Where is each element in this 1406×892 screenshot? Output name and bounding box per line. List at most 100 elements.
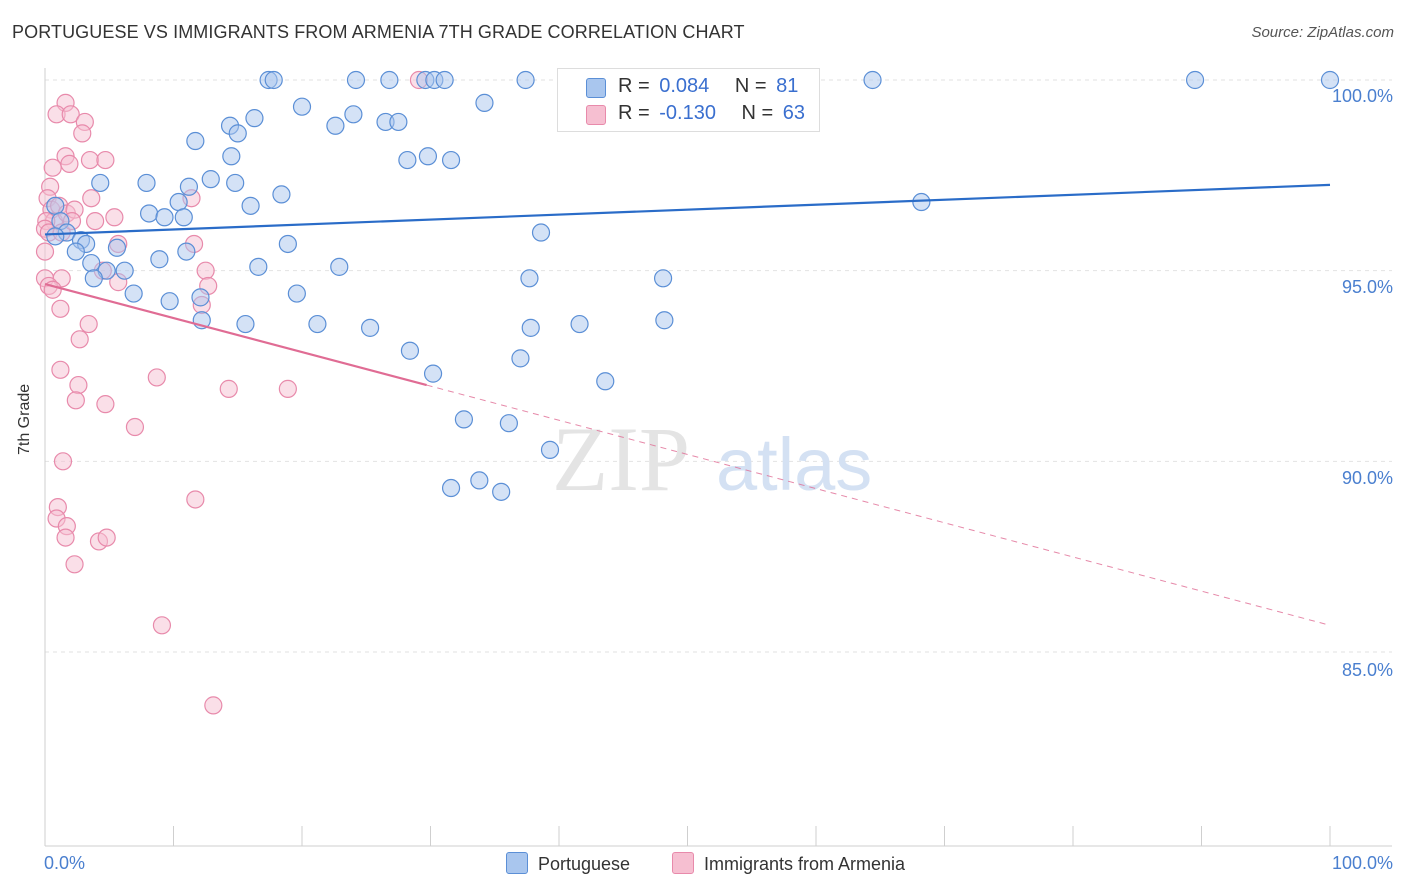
armenia-point xyxy=(51,299,70,318)
r-label: R = xyxy=(618,75,650,97)
portuguese-point xyxy=(115,261,134,280)
grid-lines xyxy=(45,79,1392,653)
portuguese-point xyxy=(400,341,420,360)
armenia-point xyxy=(152,616,172,635)
armenia-point xyxy=(105,208,124,227)
portuguese-point xyxy=(308,314,327,334)
armenia-point xyxy=(79,314,98,334)
portuguese-point xyxy=(272,185,291,204)
trend-lines xyxy=(44,183,1331,626)
portuguese-point xyxy=(1185,70,1205,90)
armenia-point xyxy=(61,105,80,124)
portuguese-point xyxy=(46,196,65,215)
bottom-legend-portuguese: Portuguese xyxy=(506,852,630,875)
chart-title: PORTUGUESE VS IMMIGRANTS FROM ARMENIA 7T… xyxy=(12,22,745,42)
n-label: N = xyxy=(741,102,774,124)
n-label: N = xyxy=(734,75,767,97)
portuguese-point xyxy=(139,204,159,223)
portuguese-point xyxy=(361,318,380,337)
portuguese-point xyxy=(655,311,674,330)
portuguese-point xyxy=(107,238,127,257)
armenia-point xyxy=(96,395,115,414)
legend-swatch-armenia xyxy=(672,852,694,874)
legend-swatch-portuguese xyxy=(586,78,606,98)
portuguese-point xyxy=(179,177,199,196)
armenia-point xyxy=(53,452,73,471)
armenia-point xyxy=(56,528,75,547)
portuguese-point xyxy=(596,372,615,391)
armenia-point xyxy=(65,555,84,574)
y-tick-85: 85.0% xyxy=(1341,660,1393,680)
portuguese-point xyxy=(540,440,560,459)
portuguese-point xyxy=(236,314,255,334)
portuguese-point xyxy=(228,124,247,143)
portuguese-point xyxy=(191,288,210,307)
armenia-point xyxy=(35,242,55,261)
armenia-point xyxy=(278,379,297,398)
y-tick-95: 95.0% xyxy=(1341,277,1393,297)
portuguese-point xyxy=(245,109,264,128)
armenia-point xyxy=(66,391,85,410)
portuguese-point xyxy=(912,192,931,212)
portuguese-point xyxy=(249,257,268,276)
bottom-legend-armenia: Immigrants from Armenia xyxy=(672,852,905,875)
legend-stats: R = 0.084 N = 81 xyxy=(618,75,798,98)
watermark-atlas: atlas xyxy=(716,423,872,506)
portuguese-point xyxy=(177,242,196,261)
portuguese-point xyxy=(169,192,188,212)
legend-label-portuguese: Portuguese xyxy=(538,854,631,874)
armenia-point xyxy=(51,360,70,379)
portuguese-point xyxy=(82,253,101,273)
portuguese-point xyxy=(475,93,494,112)
portuguese-point xyxy=(516,70,535,90)
armenia-point xyxy=(60,154,79,173)
portuguese-point xyxy=(1320,70,1340,90)
portuguese-point xyxy=(653,269,673,288)
portuguese-point xyxy=(499,414,518,433)
armenia-trend-line-dashed xyxy=(426,384,1331,626)
portuguese-point xyxy=(222,147,241,166)
portuguese-point xyxy=(174,208,193,227)
portuguese-point xyxy=(380,70,399,90)
portuguese-point xyxy=(423,364,443,383)
portuguese-point xyxy=(863,70,882,90)
portuguese-point xyxy=(278,234,297,254)
armenia-point xyxy=(97,528,116,547)
portuguese-point xyxy=(570,314,589,334)
armenia-point xyxy=(80,150,100,170)
source-credit: Source: ZipAtlas.com xyxy=(1251,24,1394,41)
portuguese-point xyxy=(46,227,65,246)
portuguese-point xyxy=(160,292,179,311)
portuguese-point xyxy=(186,131,205,151)
portuguese-point xyxy=(398,150,417,170)
portuguese-trend-line xyxy=(44,183,1331,236)
watermark-zip: ZIP xyxy=(552,408,690,510)
portuguese-point xyxy=(287,284,306,303)
legend-stats: R = -0.130 N = 63 xyxy=(618,102,805,125)
n-value: 63 xyxy=(782,102,806,124)
portuguese-point xyxy=(66,242,85,261)
portuguese-point xyxy=(264,70,283,90)
x-tick-min: 0.0% xyxy=(44,853,86,873)
axes xyxy=(44,68,1392,847)
stats-legend: R = 0.084 N = 81 R = -0.130 N = 63 xyxy=(557,68,820,132)
portuguese-point xyxy=(155,208,174,227)
armenia-trend-line-solid xyxy=(44,282,427,387)
n-value: 81 xyxy=(776,75,799,97)
armenia-point xyxy=(219,379,238,398)
armenia-point xyxy=(186,490,205,509)
portuguese-point xyxy=(241,196,260,215)
portuguese-point xyxy=(91,173,110,193)
armenia-point xyxy=(196,261,215,280)
portuguese-point xyxy=(520,269,539,288)
portuguese-point xyxy=(326,116,345,135)
r-value: 0.084 xyxy=(659,75,710,97)
portuguese-point xyxy=(435,70,454,90)
portuguese-point xyxy=(389,112,408,132)
portuguese-point xyxy=(84,269,103,288)
legend-label-armenia: Immigrants from Armenia xyxy=(704,854,906,874)
portuguese-point xyxy=(346,70,366,90)
portuguese-point xyxy=(330,257,349,276)
portuguese-point xyxy=(150,250,169,269)
portuguese-points xyxy=(46,70,1340,501)
